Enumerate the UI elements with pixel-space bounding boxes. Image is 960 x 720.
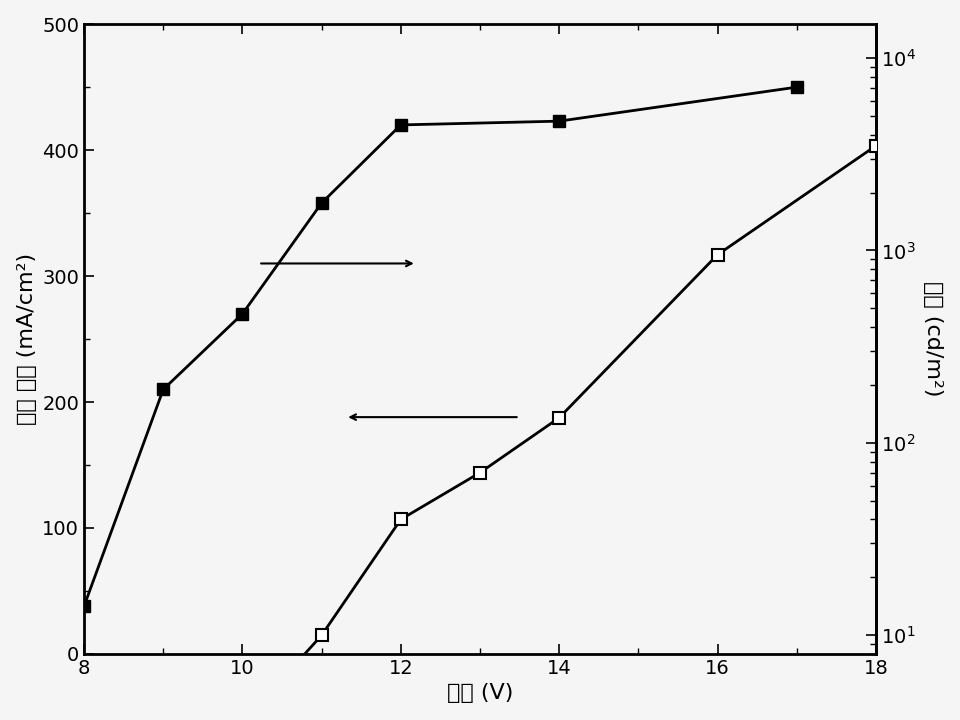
- X-axis label: 电压 (V): 电压 (V): [446, 683, 514, 703]
- Y-axis label: 电流 密度 (mA/cm²): 电流 密度 (mA/cm²): [16, 253, 36, 425]
- Y-axis label: 亮度 (cd/m²): 亮度 (cd/m²): [924, 282, 944, 397]
